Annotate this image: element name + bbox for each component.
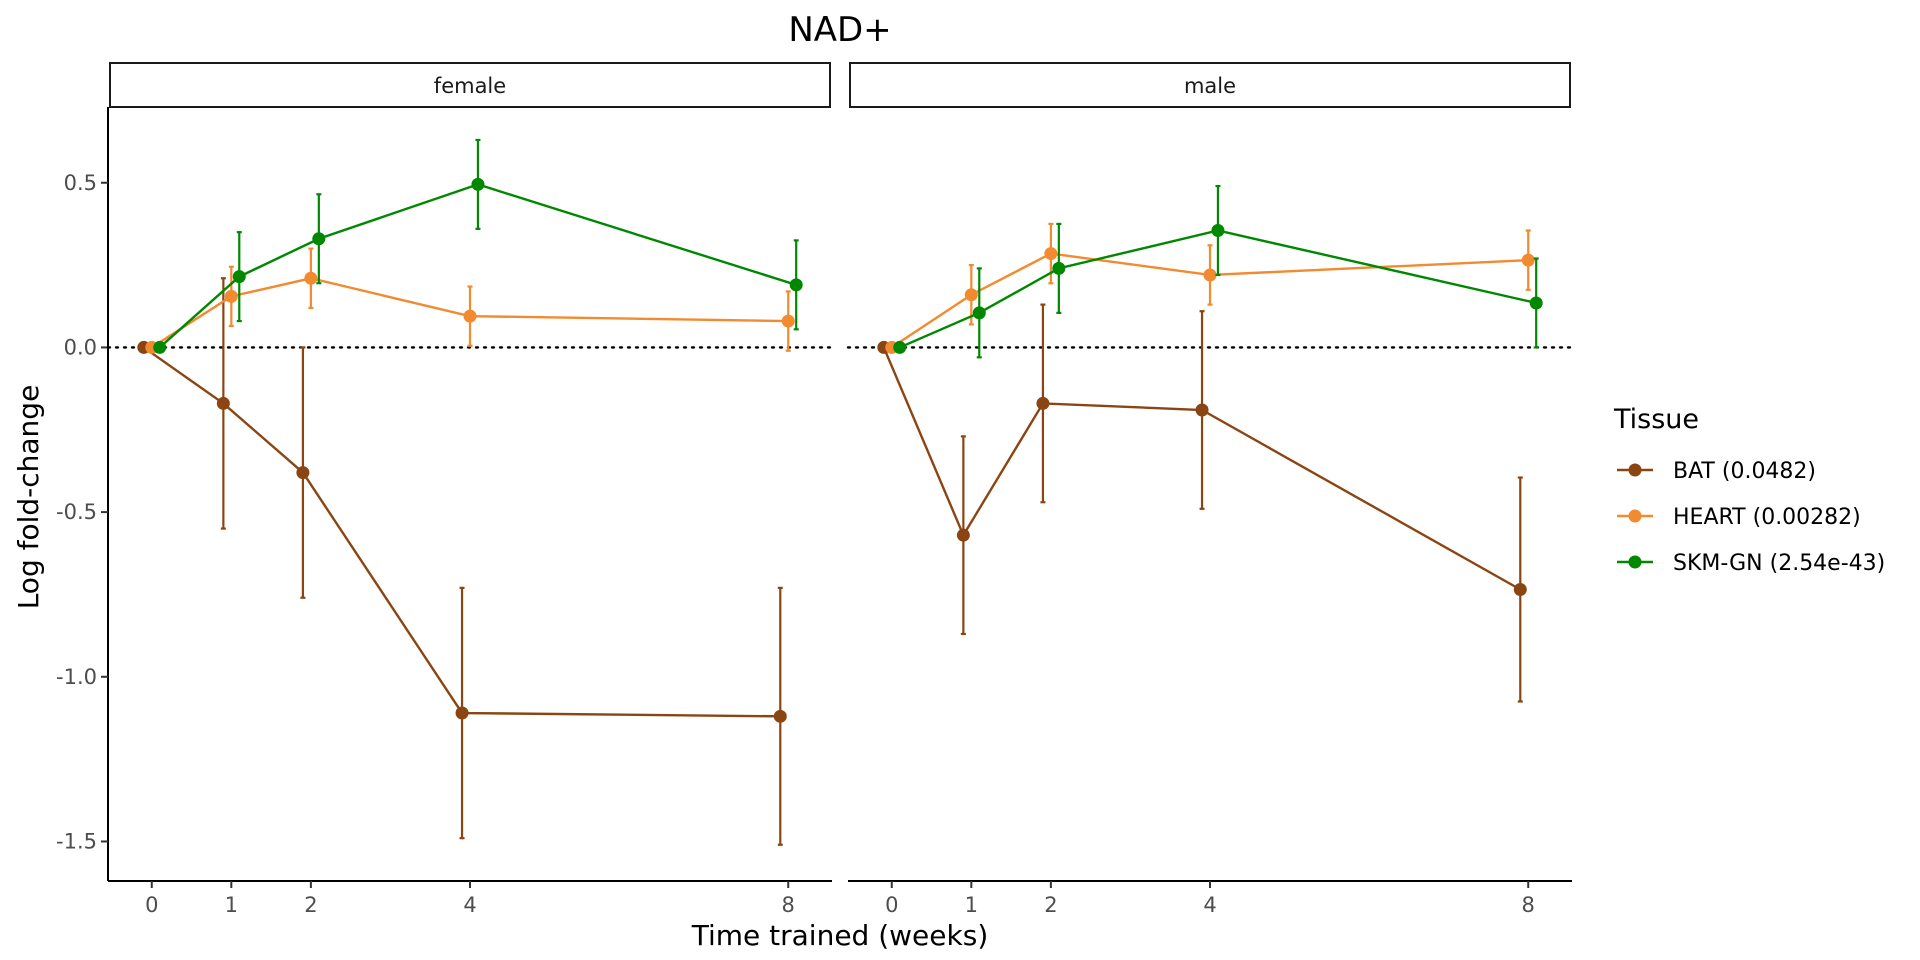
legend-label: BAT (0.0482) xyxy=(1673,459,1816,484)
legend-items: BAT (0.0482) HEART (0.00282) SKM-GN (2.54e… xyxy=(1617,459,1885,576)
panel-female: female 0.5 0.0 -0.5 -1.0 -1.5 0 1 2 4 8 xyxy=(56,62,834,917)
data-point xyxy=(471,177,485,191)
legend-title: Tissue xyxy=(1613,404,1699,435)
legend-key-marker xyxy=(1628,509,1642,523)
legend-label: HEART (0.00282) xyxy=(1673,505,1861,530)
data-point xyxy=(773,709,787,723)
data-point xyxy=(1052,261,1066,275)
data-point xyxy=(304,271,318,285)
data-point xyxy=(224,289,238,303)
data-point xyxy=(1211,224,1225,238)
data-point xyxy=(972,306,986,320)
x-tick-label: 4 xyxy=(463,893,476,917)
data-point xyxy=(296,466,310,480)
data-point xyxy=(463,309,477,323)
series-skm-gn xyxy=(893,184,1543,359)
y-tick-label: -1.0 xyxy=(56,665,97,689)
x-tick-label: 0 xyxy=(145,893,158,917)
x-tick-label: 0 xyxy=(885,893,898,917)
x-axis-title: Time trained (weeks) xyxy=(691,919,989,952)
strip-label: male xyxy=(1184,74,1236,98)
data-point xyxy=(964,288,978,302)
data-point xyxy=(312,232,326,246)
data-point xyxy=(1521,253,1535,267)
legend: Tissue BAT (0.0482) HEART (0.00282) SKM-GN… xyxy=(1613,404,1885,576)
data-point xyxy=(455,706,469,720)
y-axis-title: Log fold-change xyxy=(12,385,45,610)
y-tick-label: 0.0 xyxy=(64,335,97,359)
strip-label: female xyxy=(434,74,506,98)
data-point xyxy=(893,340,907,354)
strip-box xyxy=(109,62,831,108)
series-heart xyxy=(145,247,795,354)
x-tick-label: 1 xyxy=(965,893,978,917)
data-point xyxy=(1529,296,1543,310)
legend-label: SKM-GN (2.54e-43) xyxy=(1673,551,1885,576)
data-point xyxy=(1203,268,1217,282)
legend-key-marker xyxy=(1628,555,1642,569)
panels: female 0.5 0.0 -0.5 -1.0 -1.5 0 1 2 4 8 male 0 1 2 4 8 xyxy=(56,62,1574,917)
series-bat xyxy=(137,277,787,846)
data-point xyxy=(1195,403,1209,417)
data-point xyxy=(216,396,230,410)
data-point xyxy=(956,528,970,542)
data-point xyxy=(153,340,167,354)
series-heart xyxy=(885,222,1535,354)
legend-item: SKM-GN (2.54e-43) xyxy=(1617,551,1885,576)
series-bat xyxy=(877,303,1527,703)
x-tick-label: 4 xyxy=(1203,893,1216,917)
x-tick-label: 8 xyxy=(1522,893,1535,917)
data-point xyxy=(1513,583,1527,597)
x-tick-label: 2 xyxy=(304,893,317,917)
x-tick-label: 1 xyxy=(225,893,238,917)
chart-title: NAD+ xyxy=(788,10,891,50)
data-point xyxy=(789,278,803,292)
data-point xyxy=(1036,396,1050,410)
data-point xyxy=(232,270,246,284)
data-point xyxy=(1044,247,1058,261)
y-tick-label: -0.5 xyxy=(56,500,97,524)
y-tick-label: -1.5 xyxy=(56,829,97,853)
strip-box xyxy=(849,62,1571,108)
legend-item: BAT (0.0482) xyxy=(1617,459,1816,484)
data-point xyxy=(781,314,795,328)
series-skm-gn xyxy=(153,138,803,354)
x-tick-label: 8 xyxy=(782,893,795,917)
legend-key-marker xyxy=(1628,463,1642,477)
panel-male: male 0 1 2 4 8 xyxy=(846,62,1574,917)
x-tick-label: 2 xyxy=(1044,893,1057,917)
y-tick-label: 0.5 xyxy=(64,171,97,195)
legend-item: HEART (0.00282) xyxy=(1617,505,1861,530)
